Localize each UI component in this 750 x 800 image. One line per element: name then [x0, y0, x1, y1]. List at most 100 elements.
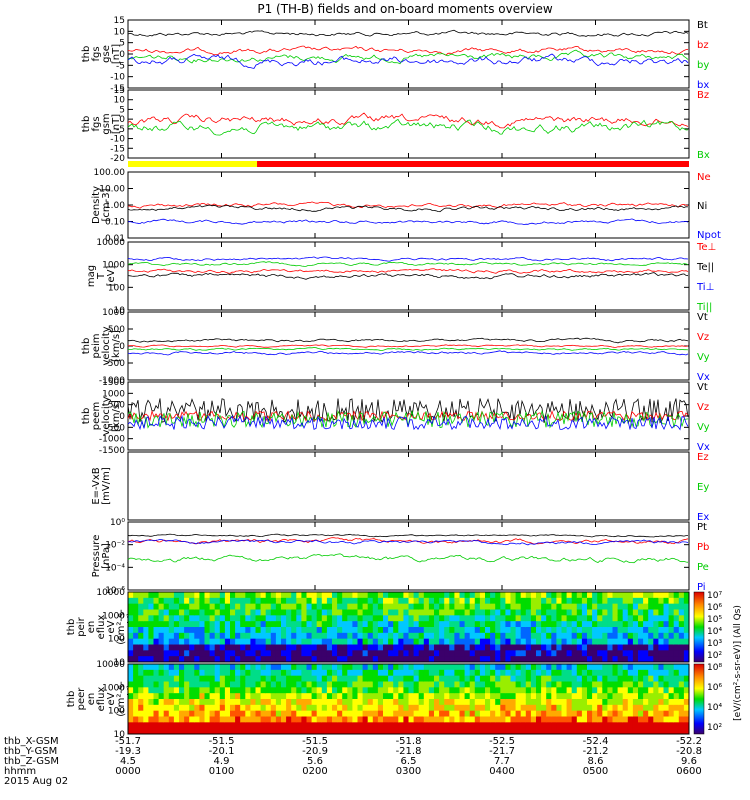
spectrogram-cell — [219, 669, 226, 677]
spectrogram-cell — [597, 632, 603, 640]
spectrogram-cell — [474, 650, 481, 657]
spectrogram-cell — [683, 615, 689, 622]
spectrogram-cell — [561, 710, 568, 718]
spectrogram-cell — [199, 638, 206, 646]
spectrogram-cell — [530, 675, 537, 683]
spectrogram-cell — [449, 710, 455, 718]
spectrogram-cell — [505, 597, 512, 605]
spectrogram-cell — [607, 722, 614, 729]
spectrogram-cell — [536, 603, 542, 611]
spectrogram-cell — [434, 627, 440, 634]
spectrogram-cell — [342, 650, 348, 657]
spectrogram-cell — [643, 699, 649, 706]
spectrogram-cell — [153, 687, 160, 694]
spectrogram-cell — [235, 638, 241, 646]
spectrogram-cell — [683, 656, 689, 662]
spectrogram-cell — [372, 627, 379, 634]
y-tick-label: 10.00 — [99, 185, 125, 195]
x-axis-row-value: -20.9 — [302, 746, 328, 757]
y-tick-label: 10 — [114, 306, 126, 316]
spectrogram-cell — [337, 597, 343, 605]
spectrogram-cell — [321, 664, 328, 671]
spectrogram-cell — [270, 669, 277, 677]
spectrogram-cell — [342, 644, 348, 651]
spectrogram-cell — [653, 638, 659, 646]
spectrogram-cell — [367, 638, 374, 646]
spectrogram-cell — [576, 704, 583, 712]
spectrogram-cell — [536, 728, 542, 734]
spectrogram-cell — [571, 687, 578, 694]
spectrogram-cell — [393, 627, 399, 634]
panel-peim-velocity: thbpeimvelocity[km/s]10005000-500-1000Vt… — [81, 308, 710, 386]
spectrogram-cell — [352, 650, 359, 657]
spectrogram-cell — [683, 710, 689, 718]
spectrogram-cell — [479, 693, 486, 700]
spectrogram-cell — [291, 632, 297, 640]
spectrogram-cell — [342, 609, 348, 616]
spectrogram-cell — [311, 722, 318, 729]
spectrogram-cell — [638, 710, 644, 718]
spectrogram-cell — [148, 650, 155, 657]
spectrogram-cell — [296, 609, 302, 616]
spectrogram-cell — [581, 615, 588, 622]
spectrogram-cell — [581, 656, 588, 662]
spectrogram-cell — [316, 681, 323, 688]
spectrogram-cell — [668, 627, 675, 634]
spectrogram-cell — [505, 681, 512, 688]
spectrogram-cell — [367, 627, 374, 634]
y-axis-label-line: [km/s] — [111, 330, 122, 362]
spectrogram-cell — [576, 687, 583, 694]
y-tick-label: 10000 — [96, 238, 125, 248]
spectrogram-cell — [388, 644, 394, 651]
spectrogram-cell — [449, 728, 455, 734]
spectrogram-cell — [311, 621, 318, 628]
spectrogram-cell — [525, 638, 532, 646]
spectrogram-cell — [326, 638, 333, 646]
spectrogram-cell — [337, 603, 343, 611]
x-axis-row-value: -20.8 — [676, 746, 702, 757]
spectrogram-cell — [617, 664, 624, 671]
spectrogram-cell — [347, 693, 353, 700]
spectrogram-cell — [627, 638, 634, 646]
spectrogram-cell — [449, 615, 455, 622]
x-axis-row-value: -51.8 — [396, 736, 422, 747]
spectrogram-cell — [663, 597, 670, 605]
spectrogram-cell — [678, 615, 685, 622]
spectrogram-cell — [148, 592, 155, 599]
spectrogram-cell — [587, 615, 593, 622]
spectrogram-cell — [270, 656, 277, 662]
spectrogram-cell — [393, 687, 399, 694]
spectrogram-cell — [255, 722, 262, 729]
spectrogram-cell — [536, 675, 542, 683]
spectrogram-cell — [230, 693, 236, 700]
spectrogram-cell — [469, 656, 476, 662]
spectrogram-cell — [469, 669, 476, 677]
spectrogram-cell — [214, 699, 221, 706]
spectrogram-cell — [587, 632, 593, 640]
spectrogram-cell — [214, 693, 221, 700]
x-axis-row-value: 0100 — [209, 766, 234, 777]
spectrogram-cell — [490, 615, 496, 622]
spectrogram-cell — [515, 722, 522, 729]
y-axis-label-line: peim — [91, 333, 102, 358]
spectrogram-cell — [342, 664, 348, 671]
spectrogram-cell — [536, 693, 542, 700]
spectrogram-cell — [439, 728, 445, 734]
y-tick-label: 100 — [108, 635, 125, 645]
spectrogram-cell — [230, 728, 236, 734]
spectrogram-cell — [321, 722, 328, 729]
spectrogram-cell — [627, 716, 634, 723]
spectrogram-cell — [500, 710, 506, 718]
spectrogram-cell — [495, 710, 501, 718]
spectrogram-cell — [143, 656, 149, 662]
spectrogram-cell — [204, 597, 211, 605]
spectrogram-cell — [576, 669, 583, 677]
spectrogram-cell — [194, 621, 200, 628]
spectrogram-cell — [367, 609, 374, 616]
spectrogram-cell — [592, 704, 598, 712]
spectrogram-cell — [148, 632, 155, 640]
spectrogram-cell — [602, 638, 608, 646]
spectrogram-cell — [377, 699, 384, 706]
trace-Pe — [127, 553, 689, 564]
spectrogram-cell — [444, 632, 450, 640]
